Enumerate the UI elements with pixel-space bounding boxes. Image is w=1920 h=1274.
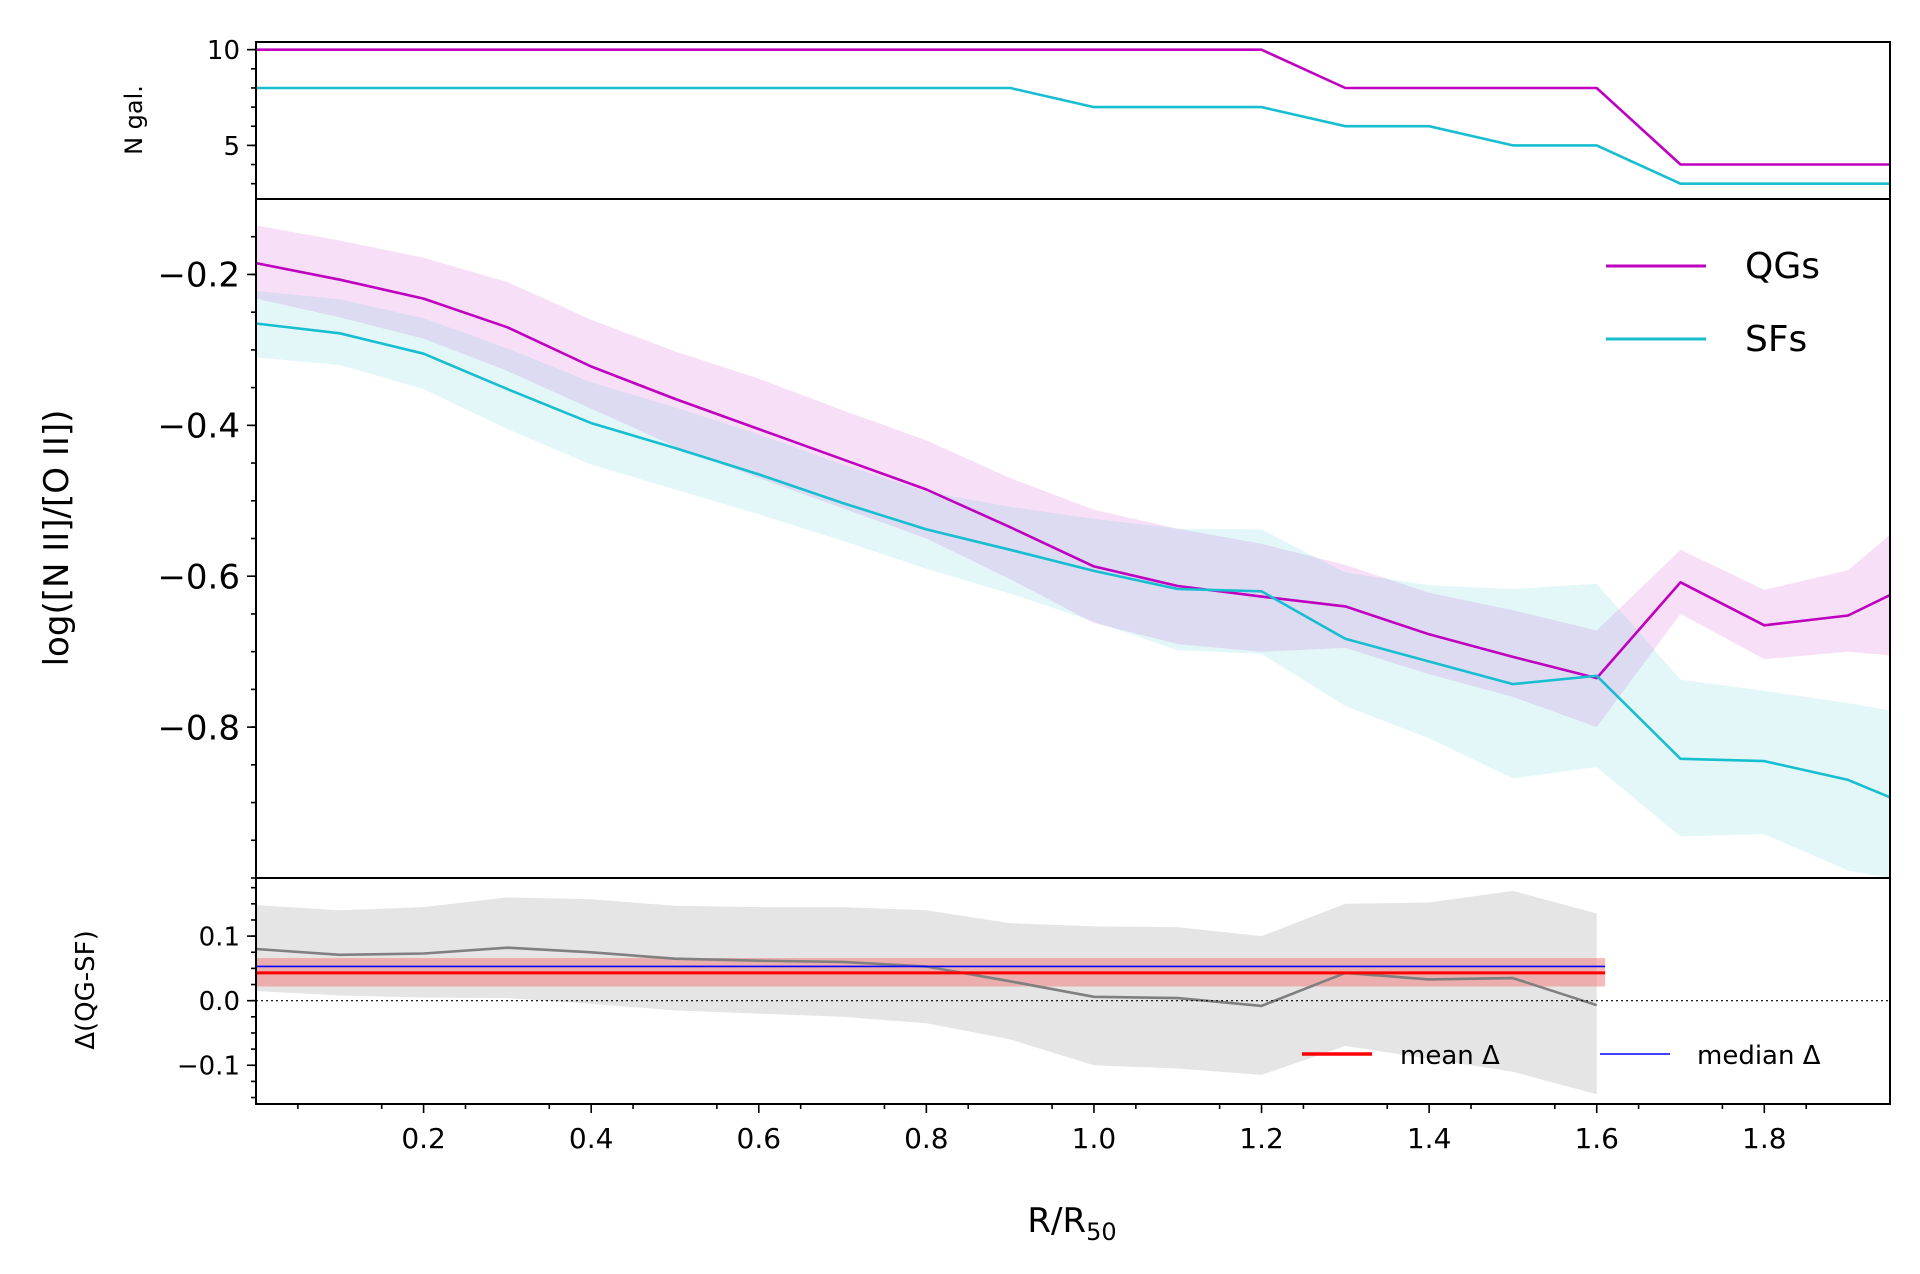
middle-qgs-line	[255, 261, 1891, 680]
legend-sfs-label: SFs	[1745, 319, 1807, 360]
panel-bottom-frame	[255, 877, 1891, 1105]
legend-bottom: mean Δ median Δ	[1302, 1041, 1821, 1071]
xtick-label: 1.0	[1072, 1122, 1117, 1155]
panel-middle-ratio: −0.2 −0.4 −0.6 −0.8 log([N II]/[O II]) QGs …	[37, 198, 1891, 879]
bottom-ytick-label: 0.1	[199, 922, 240, 952]
middle-ytick-label: −0.8	[157, 708, 240, 748]
middle-ytick-label: −0.6	[157, 557, 240, 597]
bottom-delta-band	[256, 890, 1597, 1095]
middle-sfs-line	[255, 322, 1891, 799]
top-ytick-label: 5	[223, 132, 240, 162]
legend-qgs-label: QGs	[1745, 246, 1820, 287]
middle-ytick-label: −0.2	[157, 256, 240, 296]
xtick-label: 0.2	[401, 1122, 446, 1155]
xtick-label: 1.2	[1239, 1122, 1284, 1155]
legend-mean-label: mean Δ	[1400, 1041, 1500, 1071]
top-ytick-label: 10	[207, 36, 240, 66]
xtick-label: 0.4	[569, 1122, 614, 1155]
top-ylabel: N gal.	[120, 85, 148, 155]
middle-ylabel: log([N II]/[O II])	[37, 410, 77, 667]
middle-ytick-label: −0.4	[157, 407, 240, 447]
middle-sfs-band	[256, 291, 1890, 878]
legend-median-label: median Δ	[1697, 1041, 1821, 1071]
xtick-label: 1.8	[1742, 1122, 1787, 1155]
bottom-ylabel: Δ(QG-SF)	[71, 930, 101, 1050]
bottom-ytick-label: 0.0	[199, 987, 240, 1017]
top-sfs-line	[256, 86, 1890, 185]
top-qgs-line	[256, 48, 1890, 166]
legend-middle: QGs SFs	[1606, 246, 1820, 360]
x-axis-label: R/R50	[1027, 1201, 1116, 1246]
xtick-label: 1.4	[1407, 1122, 1452, 1155]
xtick-label: 0.8	[904, 1122, 949, 1155]
middle-qgs-band	[256, 225, 1890, 728]
panel-top-frame	[255, 41, 1891, 200]
xtick-label: 1.6	[1574, 1122, 1619, 1155]
panel-top-ngal: 5 10 N gal.	[120, 36, 1891, 200]
xtick-label: 0.6	[737, 1122, 782, 1155]
bottom-ytick-label: −0.1	[177, 1052, 240, 1082]
panel-bottom-delta: 0.1 0.0 −0.1 0.2 0.4 0.6 0.8 1.0 1.2 1.4 1.6 1.8 Δ(…	[71, 877, 1891, 1246]
